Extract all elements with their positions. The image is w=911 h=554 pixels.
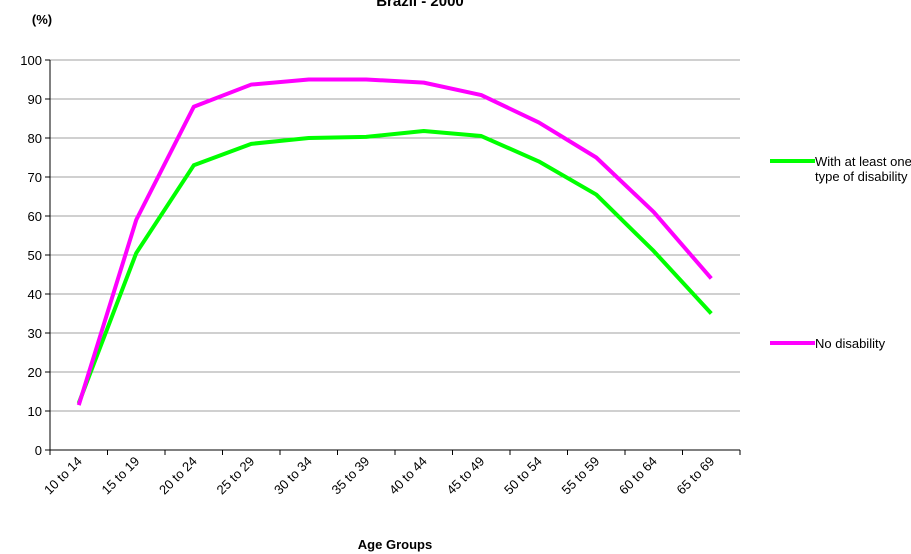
y-tick-label: 0 [35, 443, 42, 458]
x-tick-label: 25 to 29 [214, 454, 258, 498]
y-tick-label: 90 [28, 92, 42, 107]
x-tick-label: 30 to 34 [271, 454, 315, 498]
y-axis-label: (%) [32, 12, 52, 27]
x-axis-label: Age Groups [358, 537, 432, 552]
legend-label: No disability [815, 336, 886, 351]
x-tick-label: 50 to 54 [501, 454, 545, 498]
series-line [76, 77, 713, 406]
chart-title: Brazil - 2000 [376, 0, 464, 10]
y-tick-label: 60 [28, 209, 42, 224]
x-tick-label: 15 to 19 [99, 454, 143, 498]
y-tick-label: 30 [28, 326, 42, 341]
x-tick-label: 45 to 49 [444, 454, 488, 498]
y-tick-label: 100 [20, 53, 42, 68]
y-tick-label: 20 [28, 365, 42, 380]
series-line [76, 128, 713, 404]
x-tick-label: 20 to 24 [156, 454, 200, 498]
y-tick-label: 50 [28, 248, 42, 263]
x-tick-label: 55 to 59 [559, 454, 603, 498]
y-tick-label: 10 [28, 404, 42, 419]
x-tick-label: 60 to 64 [616, 454, 660, 498]
x-tick-label: 35 to 39 [329, 454, 373, 498]
y-tick-label: 80 [28, 131, 42, 146]
y-tick-label: 40 [28, 287, 42, 302]
x-tick-label: 10 to 14 [41, 454, 85, 498]
x-tick-label: 65 to 69 [674, 454, 718, 498]
legend-label: With at least one type of disability [815, 154, 911, 184]
y-tick-label: 70 [28, 170, 42, 185]
x-tick-label: 40 to 44 [386, 454, 430, 498]
